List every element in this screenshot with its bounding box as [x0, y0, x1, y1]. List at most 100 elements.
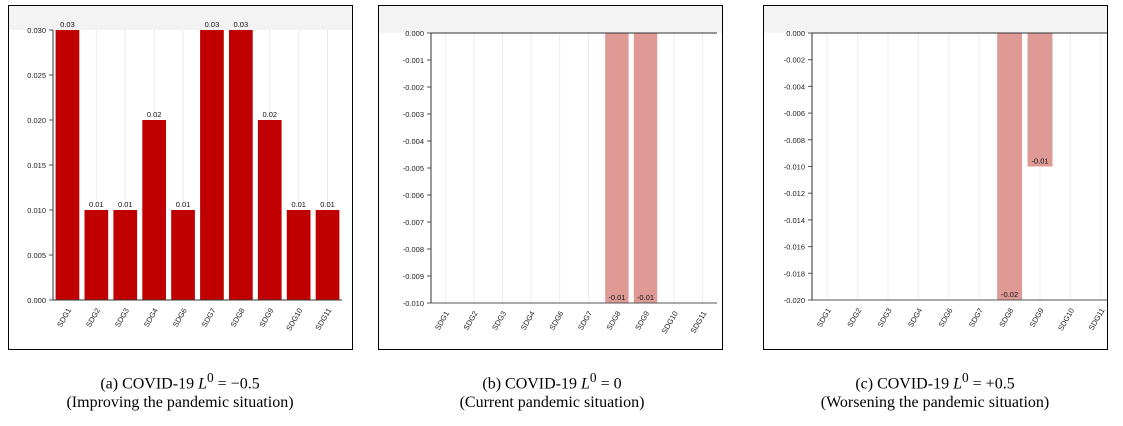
- data-label: -0.02: [1001, 290, 1018, 299]
- data-label: 0.02: [147, 110, 162, 119]
- bar-sdg3: [113, 210, 138, 300]
- chart-top-band: [9, 6, 352, 30]
- y-tick-label: 0.020: [27, 116, 46, 125]
- y-tick-label: -0.002: [403, 83, 424, 92]
- data-label: 0.03: [205, 20, 220, 29]
- chart-top-band: [764, 6, 1107, 33]
- caption-subtitle: (Worsening the pandemic situation): [820, 394, 1050, 412]
- y-tick-label: -0.008: [403, 245, 424, 254]
- y-tick-label: 0.030: [27, 26, 46, 35]
- caption-prefix: (c) COVID-19: [855, 375, 954, 393]
- x-tick-label: SDG3: [876, 307, 894, 329]
- x-tick-label: SDG1: [433, 310, 451, 332]
- y-tick-label: 0.005: [27, 251, 46, 260]
- x-tick-label: SDG10: [1056, 307, 1076, 333]
- y-tick-label: -0.016: [784, 243, 805, 252]
- caption-variable: L: [198, 375, 207, 393]
- plot-area: [431, 33, 717, 303]
- caption-equation: = 0: [596, 375, 622, 393]
- caption-prefix: (b) COVID-19: [482, 375, 582, 393]
- y-tick-label: -0.018: [784, 269, 805, 278]
- bar-sdg9: [633, 33, 658, 303]
- data-label: 0.01: [176, 200, 191, 209]
- x-tick-label: SDG9: [1028, 307, 1046, 329]
- caption-c: (c) COVID-19 L0 = +0.5 (Worsening the pa…: [755, 368, 1115, 412]
- bar-sdg9: [257, 120, 282, 300]
- bar-sdg8: [229, 30, 253, 300]
- caption-equation: = +0.5: [968, 375, 1015, 393]
- x-tick-label: SDG1: [55, 307, 73, 329]
- plot-area: [812, 33, 1107, 300]
- y-tick-label: -0.004: [784, 82, 805, 91]
- x-tick-label: SDG11: [313, 307, 333, 332]
- caption-superscript: 0: [961, 370, 969, 385]
- caption-variable: L: [953, 375, 962, 393]
- data-label: 0.01: [118, 200, 133, 209]
- y-tick-label: 0.025: [27, 71, 46, 80]
- caption-superscript: 0: [589, 370, 597, 385]
- y-tick-label: -0.010: [784, 163, 805, 172]
- x-tick-label: SDG7: [967, 307, 985, 329]
- y-tick-label: 0.000: [405, 29, 424, 38]
- x-tick-label: SDG4: [519, 310, 537, 332]
- x-tick-label: SDG6: [937, 307, 955, 329]
- caption-subtitle: (Current pandemic situation): [459, 394, 645, 412]
- data-label: 0.01: [89, 200, 104, 209]
- x-tick-label: SDG11: [689, 310, 709, 335]
- x-tick-label: SDG2: [84, 307, 102, 329]
- bar-sdg8: [605, 33, 629, 303]
- y-tick-label: -0.020: [784, 296, 805, 305]
- data-label: -0.01: [637, 293, 654, 302]
- chart-top-band: [379, 6, 722, 33]
- y-tick-label: -0.005: [403, 164, 424, 173]
- data-label: -0.01: [1031, 157, 1048, 166]
- caption-a: (a) COVID-19 L0 = −0.5 (Improving the pa…: [0, 368, 360, 412]
- caption-variable: L: [581, 375, 590, 393]
- bar-sdg7: [200, 30, 224, 300]
- x-tick-label: SDG4: [906, 307, 924, 329]
- bar-sdg8: [997, 33, 1023, 300]
- x-tick-label: SDG8: [605, 310, 623, 332]
- x-tick-label: SDG9: [633, 310, 651, 332]
- y-tick-label: -0.001: [403, 56, 424, 65]
- x-tick-label: SDG11: [1087, 307, 1107, 332]
- data-label: 0.01: [291, 200, 306, 209]
- bar-sdg1: [55, 30, 80, 300]
- x-tick-label: SDG10: [660, 310, 680, 336]
- chart-panel-c: 0.000 -0.002 -0.004 -0.006 -0.008 -0.010 -0.01…: [763, 5, 1108, 350]
- x-tick-label: SDG2: [462, 310, 480, 332]
- x-tick-label: SDG8: [997, 307, 1015, 329]
- y-tick-label: 0.000: [786, 29, 805, 38]
- bar-sdg10: [286, 210, 311, 300]
- x-tick-label: SDG6: [547, 310, 565, 332]
- y-tick-label: -0.014: [784, 216, 805, 225]
- y-tick-label: -0.010: [403, 299, 424, 308]
- y-tick-label: 0.000: [27, 296, 46, 305]
- bar-chart-b: 0.000 -0.001 -0.002 -0.003 -0.004 -0.005 -0.00…: [379, 6, 722, 336]
- caption-equation: = −0.5: [213, 375, 260, 393]
- y-tick-label: 0.010: [27, 206, 46, 215]
- x-tick-label: SDG8: [229, 307, 247, 329]
- x-tick-label: SDG4: [142, 307, 160, 329]
- bar-sdg6: [171, 210, 195, 300]
- y-tick-label: -0.006: [784, 109, 805, 118]
- y-tick-label: -0.003: [403, 110, 424, 119]
- y-tick-label: -0.004: [403, 137, 424, 146]
- x-tick-label: SDG3: [113, 307, 131, 329]
- data-label: -0.01: [608, 293, 625, 302]
- data-label: 0.02: [262, 110, 277, 119]
- y-tick-label: 0.015: [27, 161, 46, 170]
- bar-chart-a: 0.030 0.025 0.020 0.015 0.010 0.005 0.000 0.03 0…: [9, 6, 352, 332]
- x-tick-label: SDG6: [171, 307, 189, 329]
- chart-panel-a: 0.030 0.025 0.020 0.015 0.010 0.005 0.000 0.03 0…: [8, 5, 353, 350]
- y-tick-label: -0.006: [403, 191, 424, 200]
- chart-panel-b: 0.000 -0.001 -0.002 -0.003 -0.004 -0.005 -0.00…: [378, 5, 723, 350]
- bar-chart-c: 0.000 -0.002 -0.004 -0.006 -0.008 -0.010 -0.01…: [764, 6, 1107, 333]
- x-tick-label: SDG7: [576, 310, 594, 332]
- caption-b: (b) COVID-19 L0 = 0 (Current pandemic si…: [372, 368, 732, 412]
- y-tick-label: -0.002: [784, 56, 805, 65]
- data-label: 0.01: [320, 200, 335, 209]
- x-tick-label: SDG7: [200, 307, 218, 329]
- y-tick-label: -0.007: [403, 218, 424, 227]
- data-label: 0.03: [234, 20, 249, 29]
